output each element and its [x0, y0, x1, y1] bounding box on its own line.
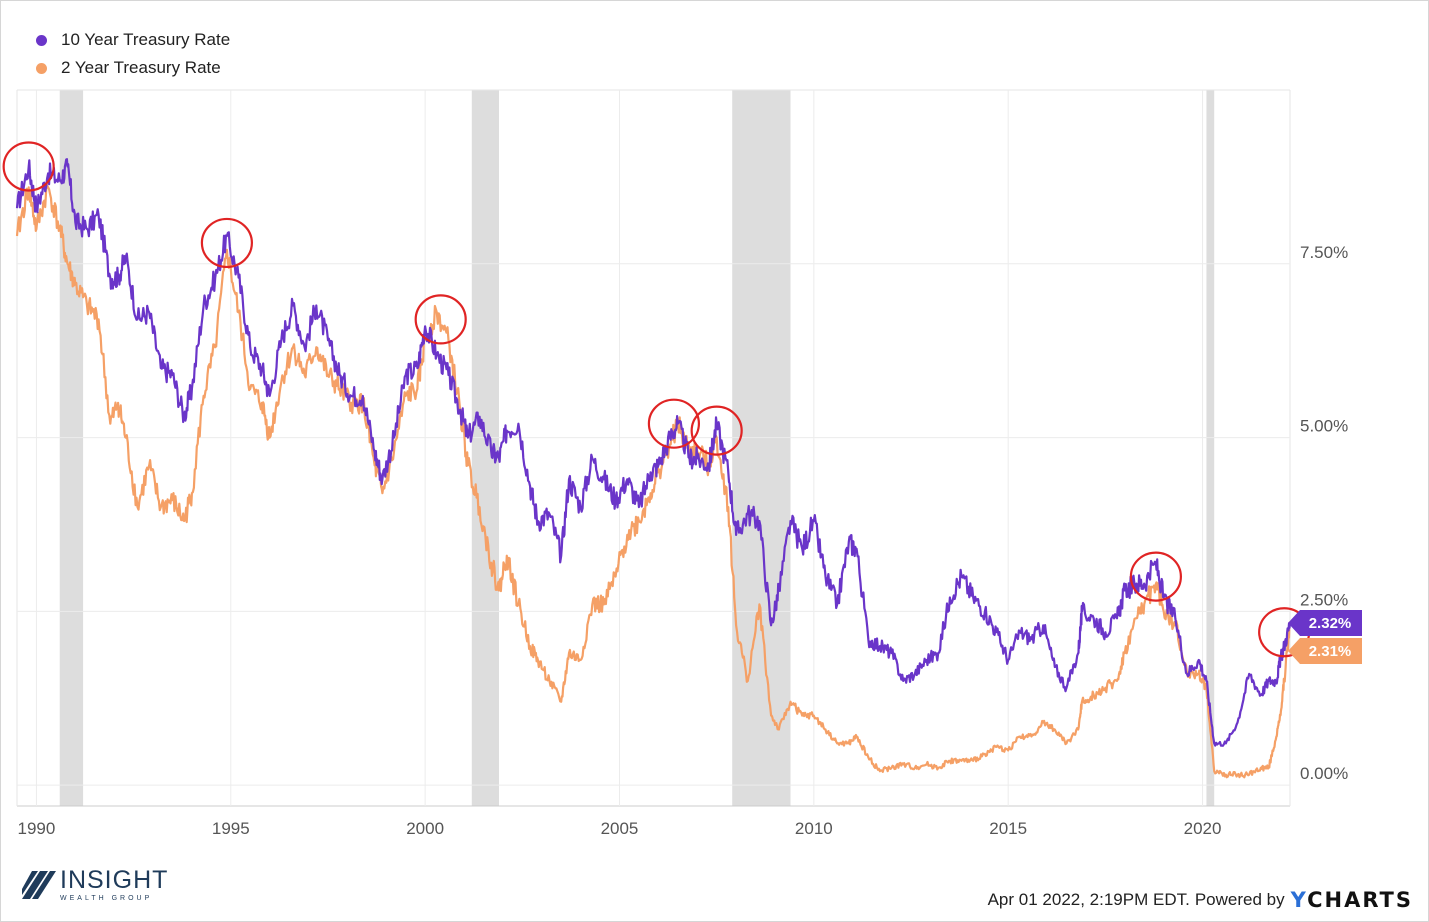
legend-label-2y: 2 Year Treasury Rate — [61, 58, 221, 77]
y-tick-label: 2.50% — [1300, 590, 1348, 609]
badge-shape — [1288, 610, 1362, 636]
value-badges: 2.32% 2.31% — [1288, 610, 1362, 664]
badge-value: 2.31% — [1309, 643, 1352, 660]
legend-dot-2y — [36, 62, 47, 74]
y-tick-label: 7.50% — [1300, 243, 1348, 262]
logo-subtitle: WEALTH GROUP — [60, 895, 153, 902]
legend: 10 Year Treasury Rate 2 Year Treasury Ra… — [36, 26, 230, 82]
x-tick-label: 2020 — [1184, 819, 1222, 838]
ycharts-logo[interactable]: YCHARTS — [1291, 888, 1413, 912]
y-tick-label: 0.00% — [1300, 764, 1348, 783]
series-10y-line — [15, 158, 1292, 747]
x-tick-label: 2005 — [601, 819, 639, 838]
ycharts-logo-text: CHARTS — [1307, 888, 1413, 912]
highlight-circles — [2, 141, 1311, 658]
legend-dot-10y — [36, 34, 47, 46]
recession-band — [1206, 90, 1215, 806]
legend-item-2y[interactable]: 2 Year Treasury Rate — [36, 54, 230, 82]
badge-shape — [1288, 638, 1362, 664]
ycharts-logo-y: Y — [1290, 888, 1308, 912]
badge-2y: 2.31% — [1288, 638, 1362, 664]
footer-timestamp: Apr 01 2022, 2:19PM EDT. — [987, 890, 1190, 909]
recession-bands — [59, 90, 1215, 806]
x-tick-label: 1995 — [212, 819, 250, 838]
insight-logo: INSIGHT WEALTH GROUP — [22, 868, 168, 902]
x-tick-label: 2000 — [406, 819, 444, 838]
highlight-circle — [414, 294, 467, 345]
footer-powered-by: Powered by — [1194, 890, 1285, 909]
highlight-circle — [690, 405, 743, 456]
badge-10y: 2.32% — [1288, 610, 1362, 636]
legend-label-10y: 10 Year Treasury Rate — [61, 30, 231, 49]
legend-item-10y[interactable]: 10 Year Treasury Rate — [36, 26, 230, 54]
x-tick-label: 2015 — [989, 819, 1027, 838]
grid — [16, 89, 1291, 807]
recession-band — [732, 90, 791, 806]
x-tick-label: 2010 — [795, 819, 833, 838]
footer: Apr 01 2022, 2:19PM EDT. Powered by YCHA… — [988, 888, 1413, 912]
x-tick-label: 1990 — [18, 819, 56, 838]
highlight-circle — [200, 217, 253, 269]
highlight-circle — [2, 141, 55, 192]
axes: 0.00% 2.50% 5.00% 7.50% 1990 1995 2000 2005 2010… — [18, 243, 1349, 838]
recession-band — [59, 90, 84, 806]
y-tick-label: 5.00% — [1300, 417, 1348, 436]
logo-stripes-icon — [22, 871, 56, 899]
badge-value: 2.32% — [1309, 615, 1352, 632]
highlight-circle — [1129, 551, 1182, 602]
logo-name: INSIGHT — [60, 866, 169, 894]
series-2y-line — [15, 184, 1292, 779]
highlight-circle — [647, 398, 701, 449]
series-lines — [15, 158, 1292, 779]
